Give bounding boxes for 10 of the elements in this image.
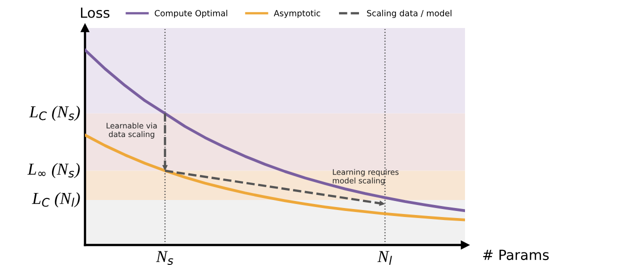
band-label: L$_{C}$ (N$_{l}$) [32,192,80,208]
band-label: L$_{C}$ (N$_{s}$) [29,106,80,121]
legend-label: Scaling data / model [367,10,452,18]
x-tick-label: N$_{l}$ [377,251,392,265]
band-label: L$_{∞}$ (N$_{s}$) [27,163,80,178]
y-axis-title: Loss [81,8,110,18]
x-axis-title: # Params [483,250,549,260]
x-tick-label: N$_{s}$ [156,251,174,265]
legend-label: Compute Optimal [154,10,228,18]
legend-label: Asymptotic [274,10,320,18]
